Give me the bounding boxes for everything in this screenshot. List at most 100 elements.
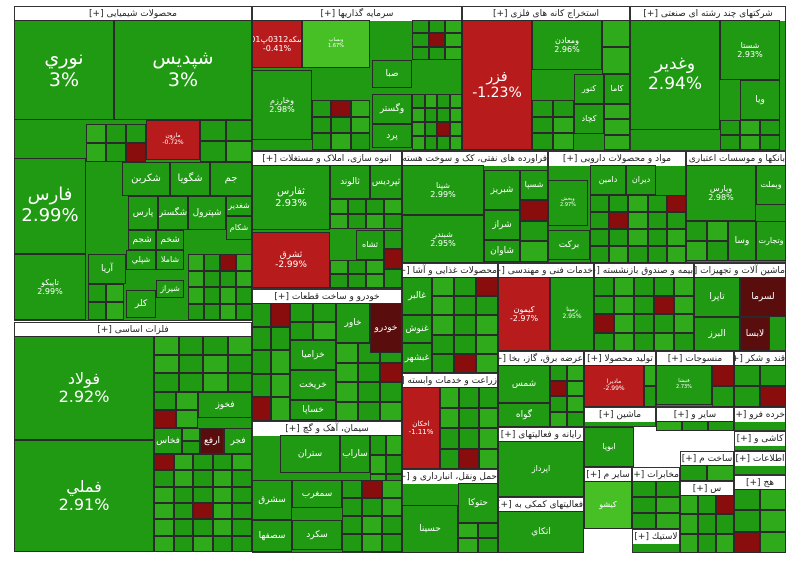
minor-symbol-tile[interactable] [644, 386, 656, 407]
minor-symbol-tile[interactable] [182, 441, 200, 454]
minor-symbol-tile[interactable] [370, 454, 386, 475]
symbol-tile[interactable]: شستا 2.93% [720, 20, 780, 80]
minor-symbol-tile[interactable] [680, 533, 698, 553]
symbol-tile[interactable]: شاوان [484, 240, 520, 262]
minor-symbol-tile[interactable] [182, 428, 200, 441]
minor-symbol-tile[interactable] [154, 470, 174, 487]
symbol-tile[interactable]: ستران [280, 435, 340, 473]
minor-symbol-tile[interactable] [366, 274, 384, 288]
sector-header[interactable]: حمل ونقل، انبارداری و [+] [403, 470, 497, 484]
expand-toggle[interactable]: [+] [746, 478, 764, 488]
minor-symbol-tile[interactable] [707, 465, 734, 481]
minor-symbol-tile[interactable] [454, 277, 476, 297]
minor-symbol-tile[interactable] [176, 410, 198, 428]
expand-toggle[interactable]: [+] [285, 424, 303, 434]
symbol-tile[interactable]: غبشهر [402, 343, 432, 373]
minor-symbol-tile[interactable] [594, 332, 614, 351]
symbol-tile[interactable]: شراز [484, 210, 520, 240]
minor-symbol-tile[interactable] [449, 108, 462, 122]
minor-symbol-tile[interactable] [432, 315, 454, 335]
minor-symbol-tile[interactable] [412, 108, 425, 122]
minor-symbol-tile[interactable] [647, 246, 667, 263]
symbol-tile[interactable]: شكربن [122, 162, 170, 196]
minor-symbol-tile[interactable] [386, 435, 402, 455]
expand-toggle[interactable]: [+] [97, 325, 115, 335]
minor-symbol-tile[interactable] [432, 334, 454, 354]
minor-symbol-tile[interactable] [634, 295, 654, 314]
symbol-tile[interactable]: وگستر [372, 94, 412, 124]
minor-symbol-tile[interactable] [698, 495, 716, 515]
minor-symbol-tile[interactable] [604, 134, 630, 150]
minor-symbol-tile[interactable] [193, 486, 213, 503]
minor-symbol-tile[interactable] [567, 365, 584, 381]
expand-toggle[interactable]: [+] [695, 266, 700, 276]
sector-header[interactable]: خدمات فنی و مهندسی [+] [499, 264, 593, 278]
symbol-tile[interactable]: كيمون -2.97% [498, 277, 550, 351]
symbol-tile[interactable]: سكرد [292, 520, 342, 550]
minor-symbol-tile[interactable] [212, 519, 233, 536]
minor-symbol-tile[interactable] [532, 100, 553, 117]
minor-symbol-tile[interactable] [594, 295, 614, 314]
symbol-tile[interactable]: شمس [498, 365, 550, 403]
minor-symbol-tile[interactable] [212, 503, 233, 520]
minor-symbol-tile[interactable] [459, 428, 479, 449]
minor-symbol-tile[interactable] [290, 321, 313, 340]
minor-symbol-tile[interactable] [478, 387, 498, 408]
minor-symbol-tile[interactable] [476, 296, 498, 316]
minor-symbol-tile[interactable] [236, 254, 252, 271]
sector-header[interactable]: س [+] [681, 482, 733, 496]
minor-symbol-tile[interactable] [445, 33, 462, 47]
minor-symbol-tile[interactable] [271, 303, 290, 327]
minor-symbol-tile[interactable] [193, 535, 213, 552]
minor-symbol-tile[interactable] [370, 435, 386, 455]
minor-symbol-tile[interactable] [252, 350, 271, 374]
minor-symbol-tile[interactable] [740, 135, 760, 150]
minor-symbol-tile[interactable] [594, 314, 614, 333]
sector-header[interactable]: تولید محصولا [+] [585, 352, 655, 366]
minor-symbol-tile[interactable] [614, 332, 634, 351]
sector-header[interactable]: بیمه و صندوق بازنشسته [+] [595, 264, 693, 278]
symbol-tile[interactable]: حسينا [402, 505, 458, 553]
minor-symbol-tile[interactable] [760, 120, 780, 135]
symbol-tile[interactable]: لسرما [740, 277, 786, 317]
minor-symbol-tile[interactable] [176, 392, 198, 410]
minor-symbol-tile[interactable] [654, 332, 674, 351]
minor-symbol-tile[interactable] [313, 321, 336, 340]
minor-symbol-tile[interactable] [312, 133, 332, 150]
minor-symbol-tile[interactable] [86, 143, 106, 162]
minor-symbol-tile[interactable] [236, 287, 252, 304]
sector-header[interactable]: رایانه و فعالیتهای [+] [499, 428, 583, 442]
symbol-tile[interactable]: پرد [372, 124, 412, 148]
minor-symbol-tile[interactable] [236, 303, 252, 320]
minor-symbol-tile[interactable] [698, 533, 716, 553]
minor-symbol-tile[interactable] [342, 480, 362, 498]
minor-symbol-tile[interactable] [232, 470, 252, 487]
minor-symbol-tile[interactable] [424, 108, 437, 122]
minor-symbol-tile[interactable] [232, 454, 252, 471]
minor-symbol-tile[interactable] [440, 407, 460, 428]
minor-symbol-tile[interactable] [707, 241, 728, 261]
minor-symbol-tile[interactable] [154, 503, 174, 520]
minor-symbol-tile[interactable] [106, 143, 126, 162]
minor-symbol-tile[interactable] [173, 486, 194, 503]
minor-symbol-tile[interactable] [412, 94, 425, 108]
symbol-tile[interactable]: شاملا [156, 250, 184, 270]
minor-symbol-tile[interactable] [271, 326, 290, 351]
symbol-tile[interactable]: اتكاي [498, 511, 584, 553]
symbol-tile[interactable]: فخوز [198, 392, 252, 418]
minor-symbol-tile[interactable] [602, 47, 630, 74]
minor-symbol-tile[interactable] [634, 332, 654, 351]
minor-symbol-tile[interactable] [412, 136, 425, 150]
symbol-tile[interactable]: فخاس [154, 428, 182, 454]
minor-symbol-tile[interactable] [412, 20, 429, 34]
minor-symbol-tile[interactable] [200, 141, 226, 162]
minor-symbol-tile[interactable] [680, 514, 698, 534]
minor-symbol-tile[interactable] [674, 314, 694, 333]
minor-symbol-tile[interactable] [532, 116, 553, 134]
expand-toggle[interactable]: [+] [634, 532, 652, 542]
minor-symbol-tile[interactable] [154, 392, 176, 410]
minor-symbol-tile[interactable] [154, 354, 179, 374]
minor-symbol-tile[interactable] [478, 428, 498, 449]
symbol-tile[interactable]: شپترول [188, 196, 226, 230]
minor-symbol-tile[interactable] [331, 100, 351, 117]
